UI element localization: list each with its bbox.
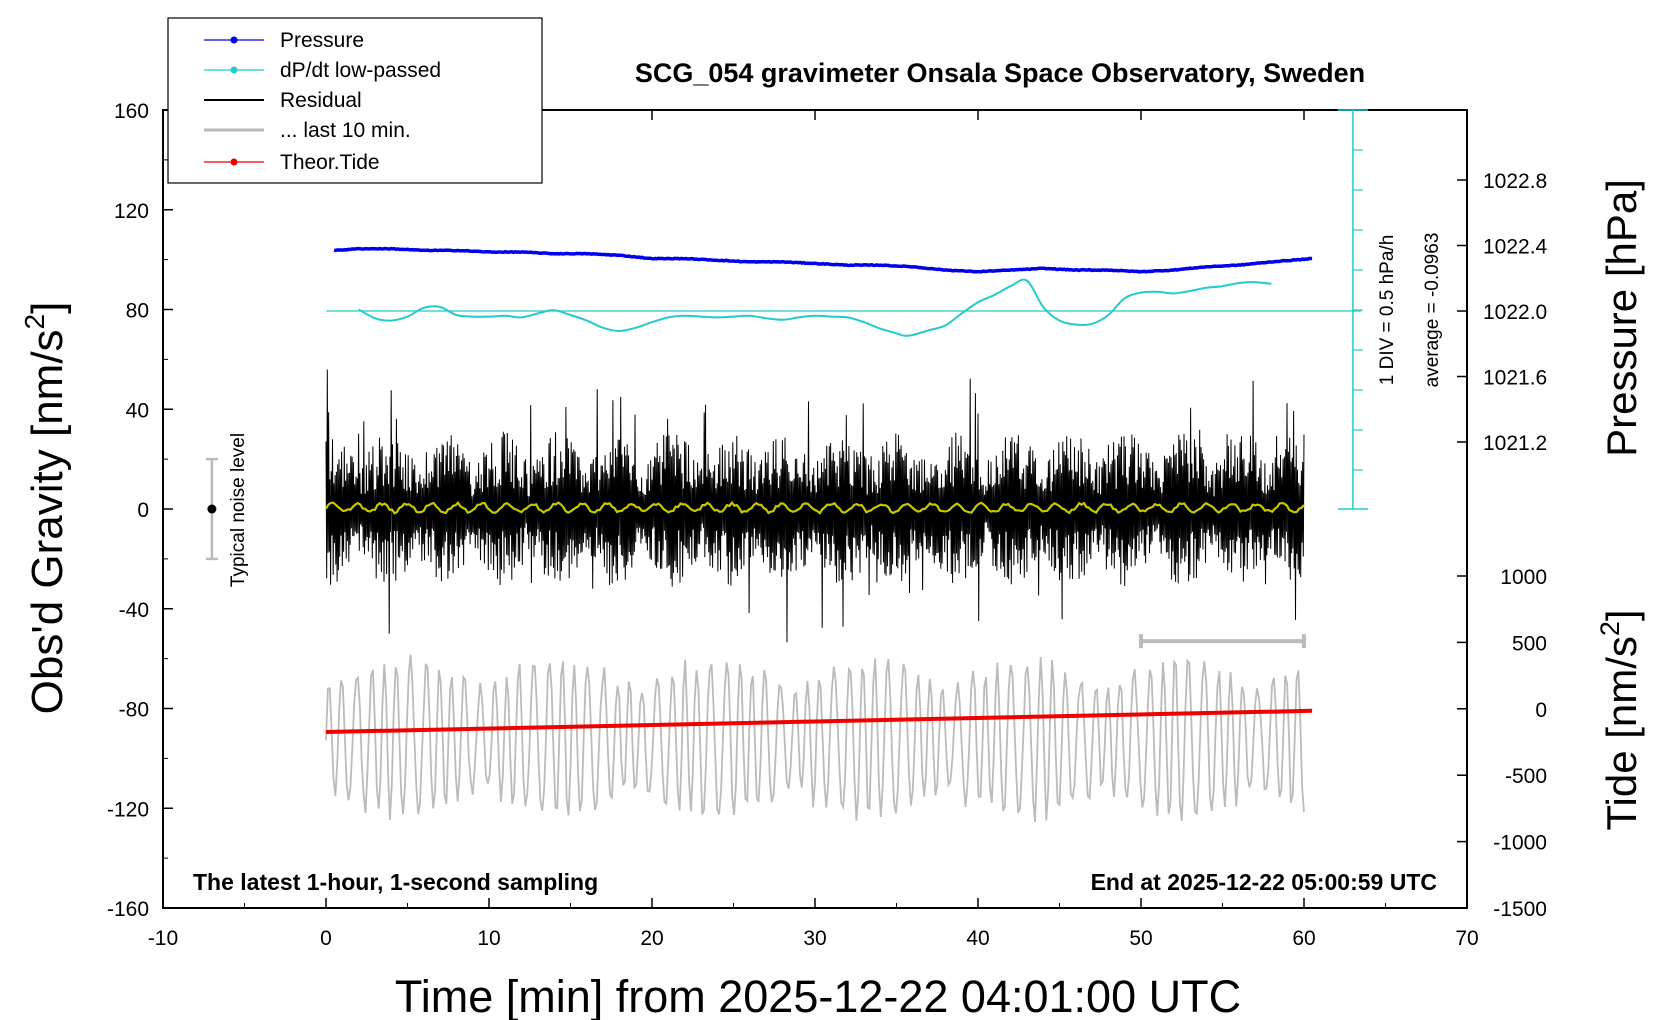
x-tick-label: 70: [1455, 927, 1478, 950]
last-10-min-series: [325, 654, 1305, 822]
left-axis-ticks: 160 120 80 40 0 -40 -80 -120 -160: [107, 100, 173, 921]
legend: Pressure dP/dt low-passed Residual ... l…: [167, 17, 543, 184]
legend-entry-pressure: Pressure: [204, 29, 364, 52]
y-tick-label: -40: [119, 599, 149, 622]
y-tick-label: 40: [126, 399, 149, 422]
tide-axis-label-sup: 2: [1595, 621, 1625, 636]
chart-title: SCG_054 gravimeter Onsala Space Observat…: [635, 58, 1365, 88]
tide-axis-label: Tide [nm/s2]: [1595, 609, 1645, 830]
left-axis-label: Obs'd Gravity [nm/s2]: [19, 302, 72, 715]
noise-level-label: Typical noise level: [228, 433, 249, 587]
y-tick-label: -80: [119, 699, 149, 722]
x-tick-label: -10: [148, 927, 178, 950]
tide-axis-label-end: ]: [1598, 609, 1645, 621]
pressure-tick-label: 1022.4: [1483, 236, 1548, 259]
left-axis-label-end: ]: [23, 302, 72, 314]
x-tick-label: 50: [1129, 927, 1152, 950]
pressure-tick-label: 1021.2: [1483, 432, 1547, 455]
pressure-series: [333, 246, 1313, 274]
y-tick-label: 0: [137, 499, 149, 522]
dpdt-line: [358, 278, 1272, 337]
y-tick-label: -160: [107, 898, 149, 921]
tide-tick-label: -500: [1505, 765, 1547, 788]
dpdt-series: [358, 278, 1272, 337]
last-10-min-line: [325, 654, 1305, 822]
chart-decorations: [205, 109, 1368, 649]
tide-tick-label: -1500: [1493, 898, 1547, 921]
tide-tick-label: -1000: [1493, 832, 1547, 855]
x-axis-ticks: -10 0 10 20 30 40 50 60 70: [148, 110, 1479, 950]
x-tick-label: 60: [1292, 927, 1315, 950]
tide-axis-label-main: Tide [nm/s: [1598, 636, 1645, 831]
legend-label-last10: ... last 10 min.: [280, 119, 411, 142]
pressure-tick-label: 1022.8: [1483, 170, 1547, 193]
pressure-tick-label: 1021.6: [1483, 367, 1547, 390]
x-axis-label: Time [min] from 2025-12-22 04:01:00 UTC: [395, 971, 1241, 1020]
pressure-line: [333, 246, 1313, 274]
legend-marker-dpdt: [230, 66, 238, 74]
x-tick-label: 40: [966, 927, 989, 950]
pressure-axis-label: Pressure [hPa]: [1598, 179, 1645, 457]
legend-entry-residual: Residual: [204, 89, 362, 112]
smoothed-residual-series: [325, 500, 1305, 515]
scale-div-label: 1 DIV = 0.5 hPa/h: [1377, 235, 1398, 386]
legend-entry-dpdt: dP/dt low-passed: [204, 59, 441, 82]
x-tick-label: 20: [640, 927, 663, 950]
y-tick-label: 120: [114, 200, 149, 223]
legend-marker-tide: [230, 158, 238, 166]
x-tick-label: 0: [320, 927, 332, 950]
bottom-left-note: The latest 1-hour, 1-second sampling: [193, 869, 598, 895]
average-label: average = -0.0963: [1422, 233, 1443, 388]
x-tick-label: 30: [803, 927, 826, 950]
tide-tick-label: 1000: [1500, 566, 1547, 589]
residual-series: [325, 369, 1305, 643]
legend-entry-last10: ... last 10 min.: [204, 119, 411, 142]
left-axis-label-sup: 2: [19, 314, 50, 330]
pressure-tick-label: 1022.0: [1483, 301, 1547, 324]
y-tick-label: 80: [126, 300, 149, 323]
tide-line: [325, 708, 1313, 734]
pressure-axis-ticks: 1022.8 1022.4 1022.0 1021.6 1021.2: [1457, 170, 1548, 455]
legend-label-residual: Residual: [280, 89, 362, 112]
noise-level-dot: [207, 504, 217, 514]
tide-tick-label: 500: [1512, 632, 1547, 655]
bottom-right-note: End at 2025-12-22 05:00:59 UTC: [1091, 869, 1437, 895]
tide-tick-label: 0: [1535, 699, 1547, 722]
x-tick-label: 10: [477, 927, 500, 950]
smoothed-residual-line: [325, 500, 1305, 515]
tide-axis-ticks: 1000 500 0 -500 -1000 -1500: [1457, 566, 1547, 921]
legend-label-tide: Theor.Tide: [280, 151, 380, 174]
legend-entry-tide: Theor.Tide: [204, 151, 380, 174]
y-tick-label: -120: [107, 798, 149, 821]
legend-label-dpdt: dP/dt low-passed: [280, 59, 441, 82]
theor-tide-series: [325, 708, 1313, 734]
legend-marker-pressure: [230, 36, 238, 44]
y-tick-label: 160: [114, 100, 149, 123]
legend-label-pressure: Pressure: [280, 29, 364, 52]
left-axis-label-main: Obs'd Gravity [nm/s: [23, 329, 72, 714]
residual-line: [325, 369, 1305, 643]
